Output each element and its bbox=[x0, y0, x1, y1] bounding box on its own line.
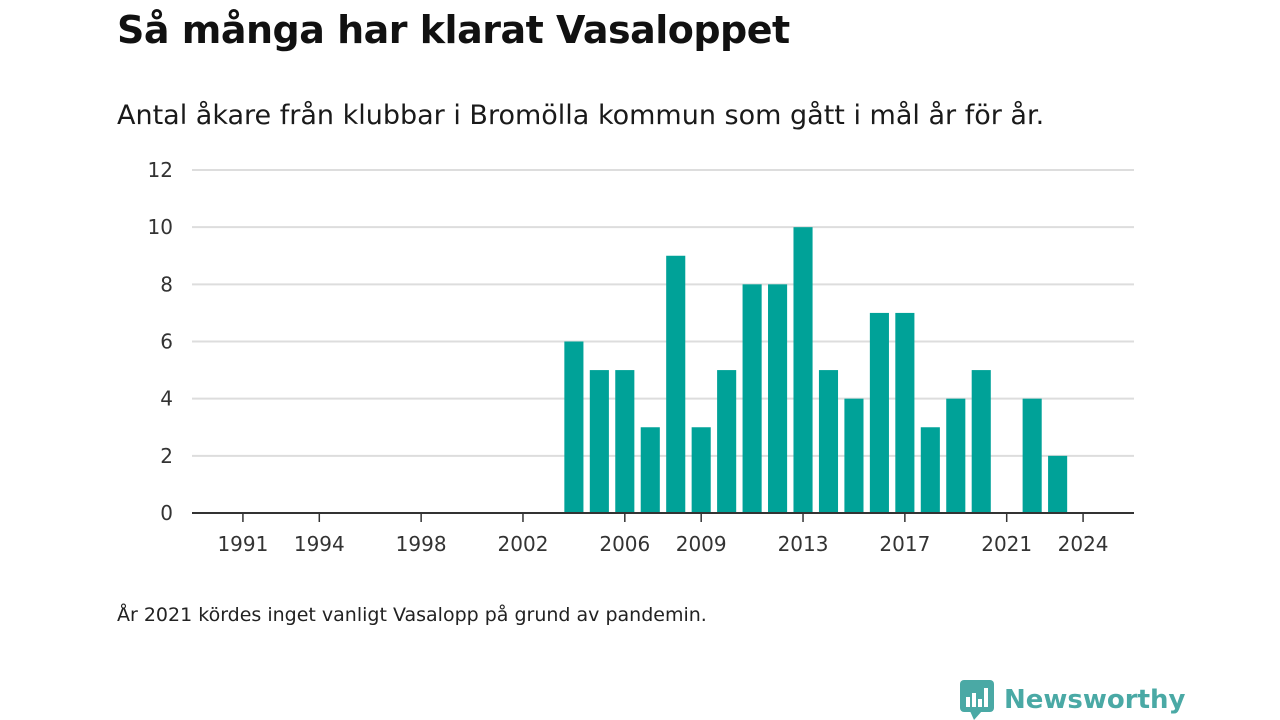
bar bbox=[768, 284, 788, 513]
y-tick-label: 4 bbox=[160, 387, 173, 411]
bar bbox=[920, 427, 940, 513]
bar bbox=[589, 370, 609, 513]
brand-name: Newsworthy bbox=[1004, 685, 1186, 715]
bar-chart: 0 2 4 6 8 10 12 1991 1994 1998 2002 2006 2009 2013 20… bbox=[148, 158, 1134, 556]
bar bbox=[1048, 455, 1068, 513]
bar bbox=[742, 284, 762, 513]
y-tick-label: 6 bbox=[160, 330, 173, 354]
x-tick-label: 2017 bbox=[879, 532, 930, 556]
y-tick-label: 10 bbox=[148, 215, 173, 239]
newsworthy-logo-icon bbox=[960, 680, 994, 720]
y-tick-label: 2 bbox=[160, 444, 173, 468]
bar bbox=[691, 427, 711, 513]
chart-subtitle: Antal åkare från klubbar i Bromölla komm… bbox=[117, 100, 1045, 131]
y-tick-label: 12 bbox=[148, 158, 173, 182]
x-tick-label: 1998 bbox=[396, 532, 447, 556]
x-axis: 1991 1994 1998 2002 2006 2009 2013 2017 2021 2024 bbox=[192, 512, 1134, 556]
bar bbox=[640, 427, 660, 513]
bar bbox=[666, 255, 686, 513]
bar bbox=[793, 227, 813, 513]
y-tick-label: 0 bbox=[160, 501, 173, 525]
brand-logo: Newsworthy bbox=[960, 680, 1185, 720]
bar bbox=[818, 370, 839, 513]
footnote: År 2021 kördes inget vanligt Vasalopp på… bbox=[117, 604, 707, 626]
chart-title: Så många har klarat Vasaloppet bbox=[117, 8, 790, 52]
y-tick-label: 8 bbox=[160, 272, 173, 296]
x-tick-label: 2009 bbox=[676, 532, 727, 556]
bar bbox=[869, 312, 889, 513]
x-tick-label: 2024 bbox=[1058, 532, 1109, 556]
x-tick-label: 1991 bbox=[217, 532, 268, 556]
x-tick-label: 2013 bbox=[778, 532, 829, 556]
bar bbox=[615, 370, 635, 513]
bar bbox=[844, 398, 864, 513]
bar bbox=[946, 398, 966, 513]
y-axis-labels: 0 2 4 6 8 10 12 bbox=[148, 158, 173, 525]
x-tick-label: 2002 bbox=[498, 532, 549, 556]
x-tick-label: 2006 bbox=[599, 532, 650, 556]
bar bbox=[971, 370, 991, 513]
x-tick-label: 1994 bbox=[294, 532, 345, 556]
bars bbox=[564, 227, 1068, 513]
bar bbox=[564, 341, 584, 513]
bar bbox=[895, 312, 915, 513]
bar bbox=[717, 370, 737, 513]
x-tick-label: 2021 bbox=[981, 532, 1032, 556]
gridlines bbox=[192, 169, 1134, 457]
bar bbox=[1022, 398, 1042, 513]
